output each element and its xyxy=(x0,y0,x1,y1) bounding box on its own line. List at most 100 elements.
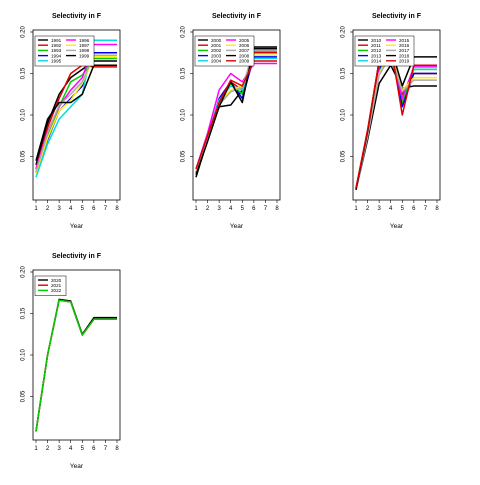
y-tick-label: 0.20 xyxy=(181,26,187,38)
x-tick-label: 4 xyxy=(69,446,73,452)
legend-label: 2000 xyxy=(211,38,222,43)
series-line-2017 xyxy=(355,54,437,190)
y-tick-label: 0.10 xyxy=(181,109,187,121)
legend-label: 2018 xyxy=(399,53,410,58)
x-tick-label: 4 xyxy=(69,206,73,212)
legend-label: 1997 xyxy=(79,43,90,48)
series-line-2002 xyxy=(195,50,277,174)
x-tick-label: 1 xyxy=(34,446,38,452)
legend-label: 2008 xyxy=(239,53,250,58)
x-tick-label: 1 xyxy=(34,206,38,212)
series-line-2004 xyxy=(195,57,277,172)
y-tick-label: 0.20 xyxy=(21,266,27,278)
x-axis-label: Year xyxy=(390,223,404,230)
series-line-1994 xyxy=(35,52,117,174)
y-tick-label: 0.10 xyxy=(21,349,27,361)
x-tick-label: 4 xyxy=(389,206,393,212)
y-tick-label: 0.15 xyxy=(21,307,27,319)
legend-label: 2011 xyxy=(371,43,381,48)
x-tick-label: 7 xyxy=(104,446,108,452)
y-tick-label: 0.05 xyxy=(21,150,27,162)
series-line-1993 xyxy=(35,57,117,174)
x-tick-label: 8 xyxy=(115,206,119,212)
legend-label: 2014 xyxy=(371,59,382,64)
series-line-2007 xyxy=(195,49,277,174)
legend-label: 1991 xyxy=(51,38,62,43)
legend-label: 2019 xyxy=(399,59,410,64)
legend-label: 2009 xyxy=(239,59,250,64)
legend-label: 1993 xyxy=(51,48,62,53)
x-tick-label: 6 xyxy=(92,206,96,212)
series-line-1999 xyxy=(35,64,117,161)
x-tick-label: 1 xyxy=(354,206,358,212)
series-line-2001 xyxy=(195,52,277,174)
series-line-2003 xyxy=(195,56,277,174)
x-axis-label: Year xyxy=(230,223,244,230)
series-line-2000 xyxy=(195,47,277,178)
x-tick-label: 8 xyxy=(435,206,439,212)
y-tick-label: 0.05 xyxy=(21,390,27,402)
x-tick-label: 7 xyxy=(264,206,268,212)
legend-label: 2021 xyxy=(51,283,62,288)
legend-label: 2001 xyxy=(211,43,222,48)
x-tick-label: 3 xyxy=(57,446,61,452)
y-tick-label: 0.10 xyxy=(21,109,27,121)
chart-panel-3: Selectivity in F 1 2 3 4 5 6 7 8 Year 0.05 0.10 0.15… xyxy=(341,13,441,230)
legend-label: 1999 xyxy=(79,53,90,58)
chart-title: Selectivity in F xyxy=(52,13,102,20)
x-tick-label: 4 xyxy=(229,206,233,212)
x-tick-label: 3 xyxy=(377,206,381,212)
legend-label: 2002 xyxy=(211,48,222,53)
x-tick-label: 6 xyxy=(412,206,416,212)
legend-label: 2013 xyxy=(371,53,382,58)
series-line-1998 xyxy=(35,54,117,172)
legend-label: 2012 xyxy=(371,48,382,53)
legend-label: 2003 xyxy=(211,53,222,58)
x-tick-label: 2 xyxy=(46,206,50,212)
chart-title: Selectivity in F xyxy=(372,13,422,20)
x-tick-label: 7 xyxy=(424,206,428,212)
legend-label: 2010 xyxy=(371,38,382,43)
y-tick-label: 0.15 xyxy=(181,67,187,79)
x-tick-label: 5 xyxy=(81,206,85,212)
y-tick-label: 0.05 xyxy=(341,150,347,162)
legend-label: 1995 xyxy=(51,59,62,64)
legend-label: 2006 xyxy=(239,43,250,48)
x-tick-label: 8 xyxy=(275,206,279,212)
legend-label: 1992 xyxy=(51,43,62,48)
chart-panel-2: Selectivity in F 1 2 3 4 5 6 7 8 Year 0.05 0.10 0.15… xyxy=(181,13,281,230)
legend-label: 1998 xyxy=(79,48,90,53)
series-line-2006 xyxy=(195,54,277,172)
series-line-1997 xyxy=(35,56,117,174)
x-axis-label: Year xyxy=(70,463,84,470)
series-line-1991 xyxy=(35,60,117,166)
x-tick-label: 6 xyxy=(252,206,256,212)
legend-label: 2005 xyxy=(239,38,250,43)
y-tick-label: 0.15 xyxy=(341,67,347,79)
x-tick-label: 5 xyxy=(241,206,245,212)
x-tick-label: 3 xyxy=(217,206,221,212)
x-tick-label: 5 xyxy=(401,206,405,212)
x-tick-label: 7 xyxy=(104,206,108,212)
chart-title: Selectivity in F xyxy=(212,13,262,20)
x-tick-label: 8 xyxy=(115,446,119,452)
x-tick-label: 2 xyxy=(206,206,210,212)
x-axis-label: Year xyxy=(70,223,84,230)
y-tick-label: 0.05 xyxy=(181,150,187,162)
x-tick-label: 6 xyxy=(92,446,96,452)
y-tick-label: 0.10 xyxy=(341,109,347,121)
chart-title: Selectivity in F xyxy=(52,253,102,260)
y-tick-label: 0.15 xyxy=(21,67,27,79)
legend-label: 1996 xyxy=(79,38,90,43)
legend-label: 2004 xyxy=(211,59,222,64)
series-line-2005 xyxy=(195,62,277,170)
y-tick-label: 0.20 xyxy=(341,26,347,38)
legend-label: 2022 xyxy=(51,288,62,293)
series-line-2022 xyxy=(35,299,117,432)
x-tick-label: 2 xyxy=(366,206,370,212)
series-line-2019 xyxy=(355,43,437,189)
y-tick-label: 0.20 xyxy=(21,26,27,38)
series-line-2008 xyxy=(195,46,277,176)
